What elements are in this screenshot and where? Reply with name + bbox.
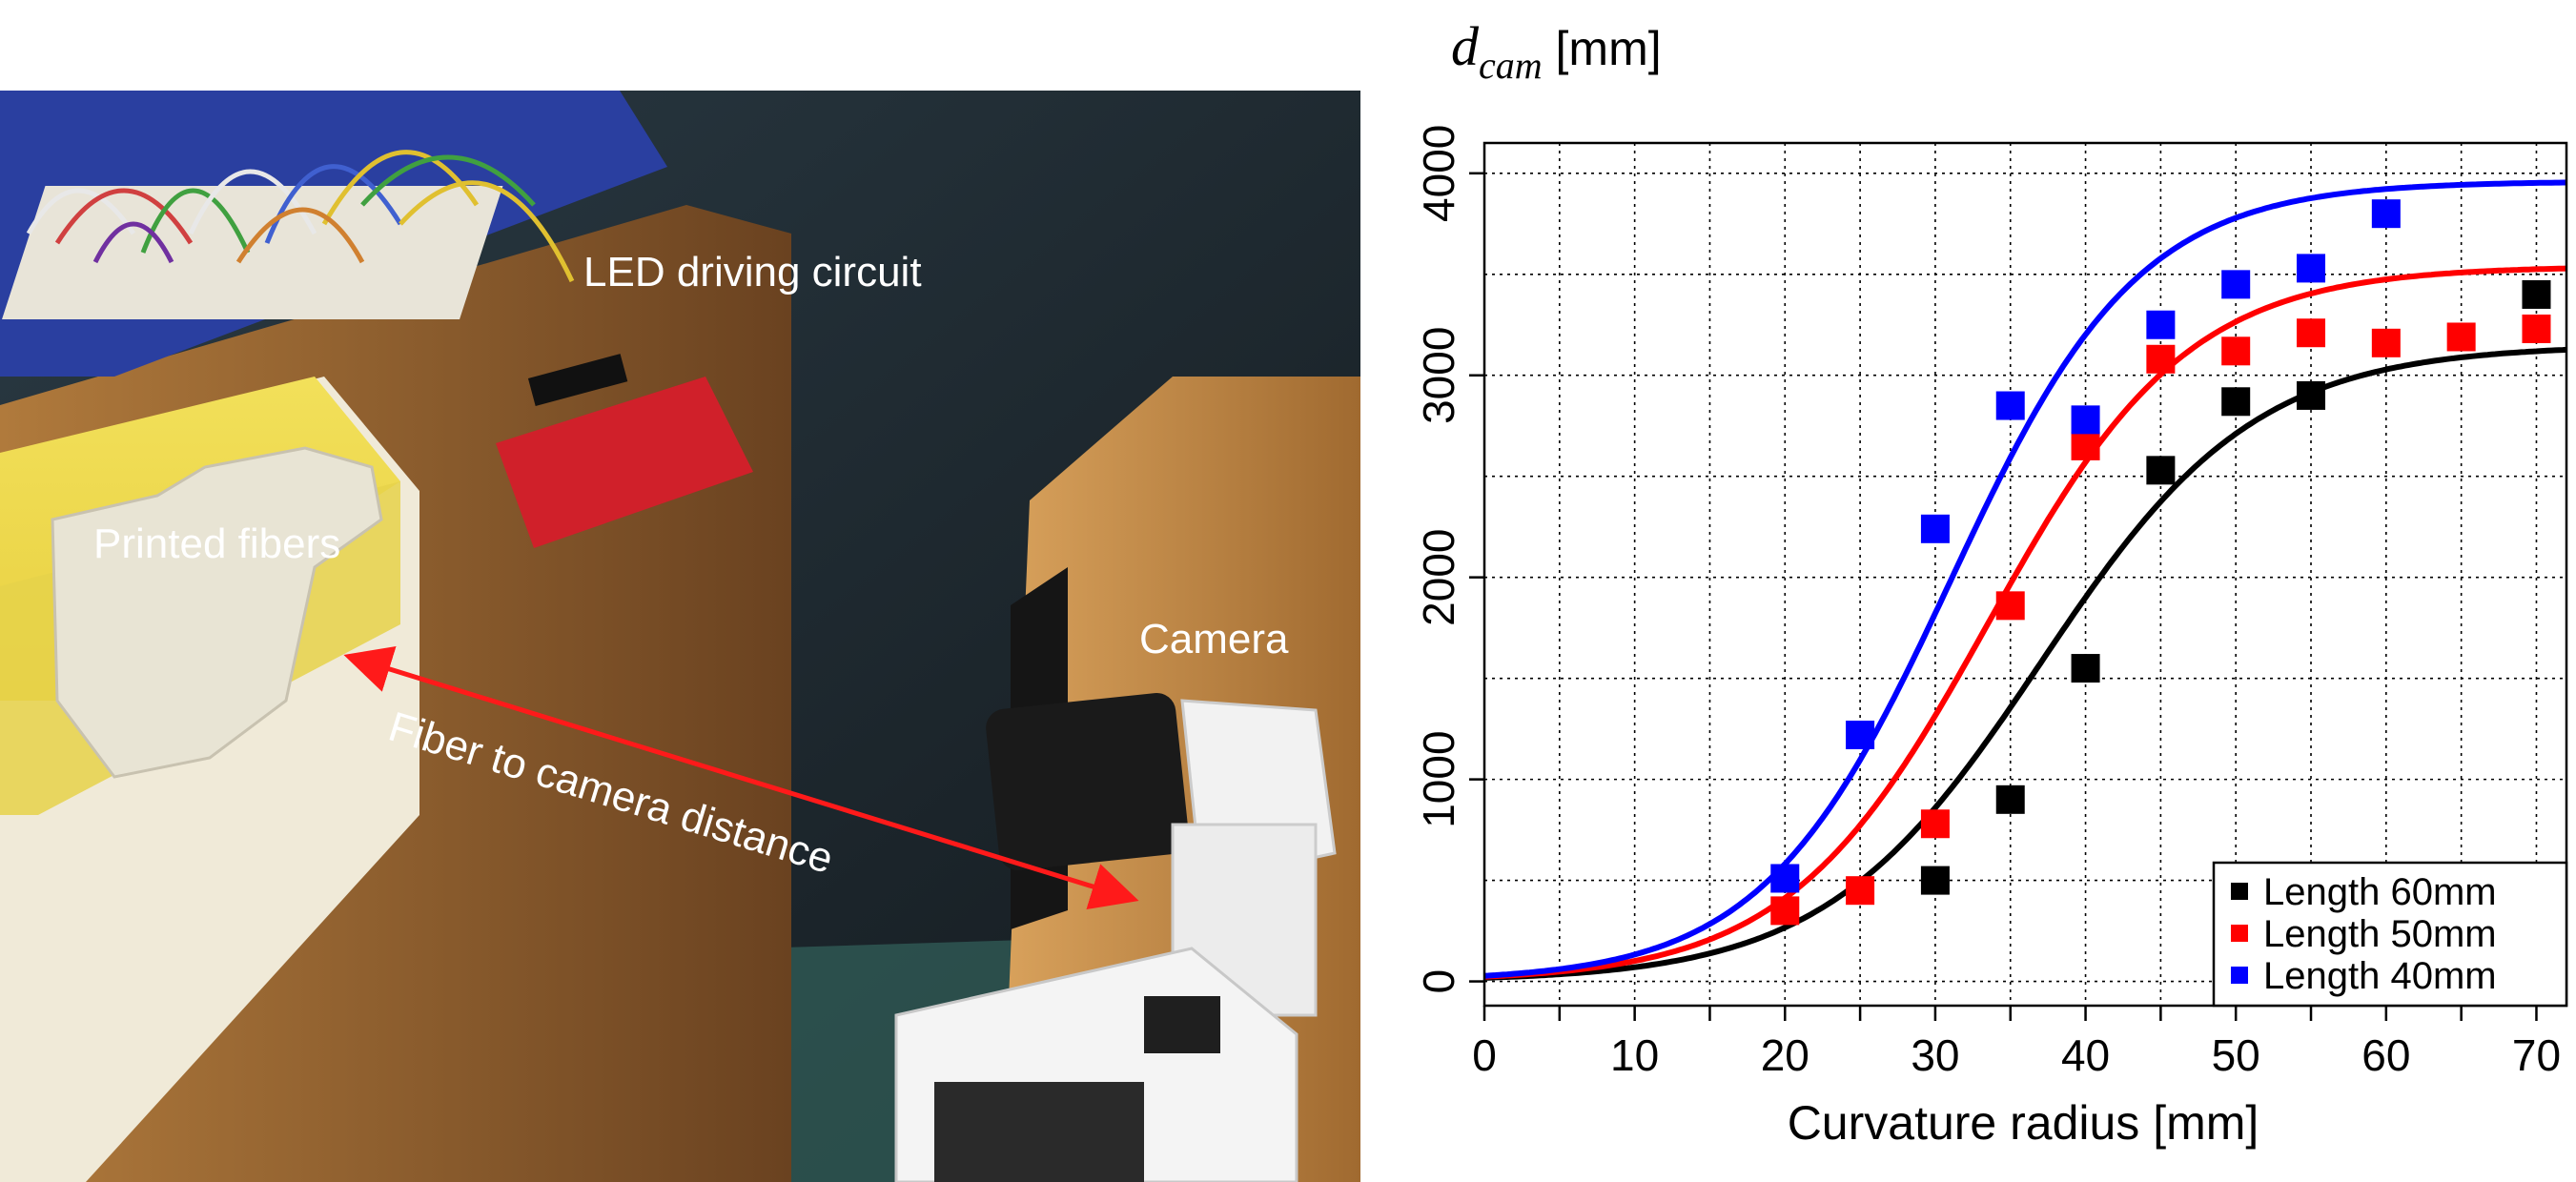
data-point (2221, 336, 2251, 366)
axis-ticks: 0 10 20 30 40 50 60 70 0 1000 2000 3000 4000 (1414, 125, 2561, 1080)
data-point (2297, 380, 2326, 410)
legend-label: Length 50mm (2263, 913, 2497, 955)
data-point (1995, 785, 2025, 814)
y-axis-title-unit: [mm] (1543, 22, 1662, 75)
experiment-photo: LED driving circuit Printed fibers Camer… (0, 91, 1360, 1182)
data-point (2371, 328, 2401, 357)
label-camera: Camera (1139, 616, 1289, 662)
y-tick-label: 4000 (1414, 125, 1463, 222)
x-tick-label: 10 (1610, 1030, 1659, 1080)
data-point (2522, 279, 2551, 309)
breadboard (2, 186, 503, 319)
data-point (2071, 405, 2100, 435)
x-tick-label: 70 (2512, 1030, 2561, 1080)
fit-curve (1483, 265, 2567, 980)
camera-base-vent (934, 1082, 1144, 1182)
y-tick-label: 3000 (1414, 327, 1463, 424)
y-axis-title: dcam [mm] (1451, 15, 1662, 87)
y-axis-title-main: d (1451, 15, 1480, 77)
x-axis-title: Curvature radius [mm] (1788, 1096, 2259, 1150)
x-tick-label: 30 (1911, 1030, 1959, 1080)
data-point (2371, 199, 2401, 229)
legend-marker (2231, 883, 2248, 900)
data-point (2071, 654, 2100, 683)
distance-chart: dcam [mm] 0 10 20 30 40 50 60 70 0 1000 2000 3000 40… (1414, 15, 2568, 1150)
data-point (2221, 270, 2251, 299)
data-point (2297, 318, 2326, 348)
y-tick-label: 1000 (1414, 730, 1463, 827)
legend-box (2212, 861, 2568, 1008)
jumper-wires (26, 150, 575, 283)
data-point (1995, 391, 2025, 420)
data-point (2522, 314, 2551, 343)
camera-base-slot (1144, 996, 1220, 1053)
x-tick-label: 50 (2212, 1030, 2260, 1080)
plot-frame (1482, 141, 2568, 1008)
data-point (1920, 866, 1950, 895)
data-point (1995, 591, 2025, 621)
data-point (1920, 809, 1950, 839)
legend-marker (2231, 925, 2248, 942)
data-point (2221, 387, 2251, 417)
data-point (1846, 720, 1875, 749)
led-driver-board (496, 377, 753, 548)
fit-curves (1483, 179, 2567, 981)
data-point (1770, 864, 1800, 893)
label-printed-fibers: Printed fibers (93, 520, 340, 567)
y-tick-label: 2000 (1414, 529, 1463, 626)
x-tick-label: 20 (1761, 1030, 1809, 1080)
data-point (2071, 431, 2100, 460)
data-point (2146, 344, 2176, 374)
data-points (1770, 199, 2551, 926)
legend-label: Length 60mm (2263, 871, 2497, 913)
distance-arrow (343, 645, 1139, 910)
data-point (2146, 310, 2176, 339)
data-point (1846, 876, 1875, 906)
data-point (2146, 456, 2176, 485)
data-point (2297, 254, 2326, 283)
legend-marker (2231, 967, 2248, 984)
data-point (1770, 896, 1800, 926)
data-point (2446, 322, 2476, 352)
printed-fibers-object (51, 446, 383, 779)
x-tick-label: 0 (1472, 1030, 1497, 1080)
camera-lens (986, 692, 1189, 870)
x-tick-label: 40 (2061, 1030, 2110, 1080)
data-point (1920, 514, 1950, 543)
y-axis-title-sub: cam (1479, 44, 1543, 87)
legend-label: Length 40mm (2263, 955, 2497, 997)
led-driver-header (527, 354, 628, 406)
label-led-circuit: LED driving circuit (583, 249, 922, 296)
x-tick-label: 60 (2361, 1030, 2410, 1080)
fit-curve (1483, 346, 2567, 981)
fit-curve (1483, 179, 2566, 979)
y-tick-label: 0 (1414, 969, 1463, 994)
